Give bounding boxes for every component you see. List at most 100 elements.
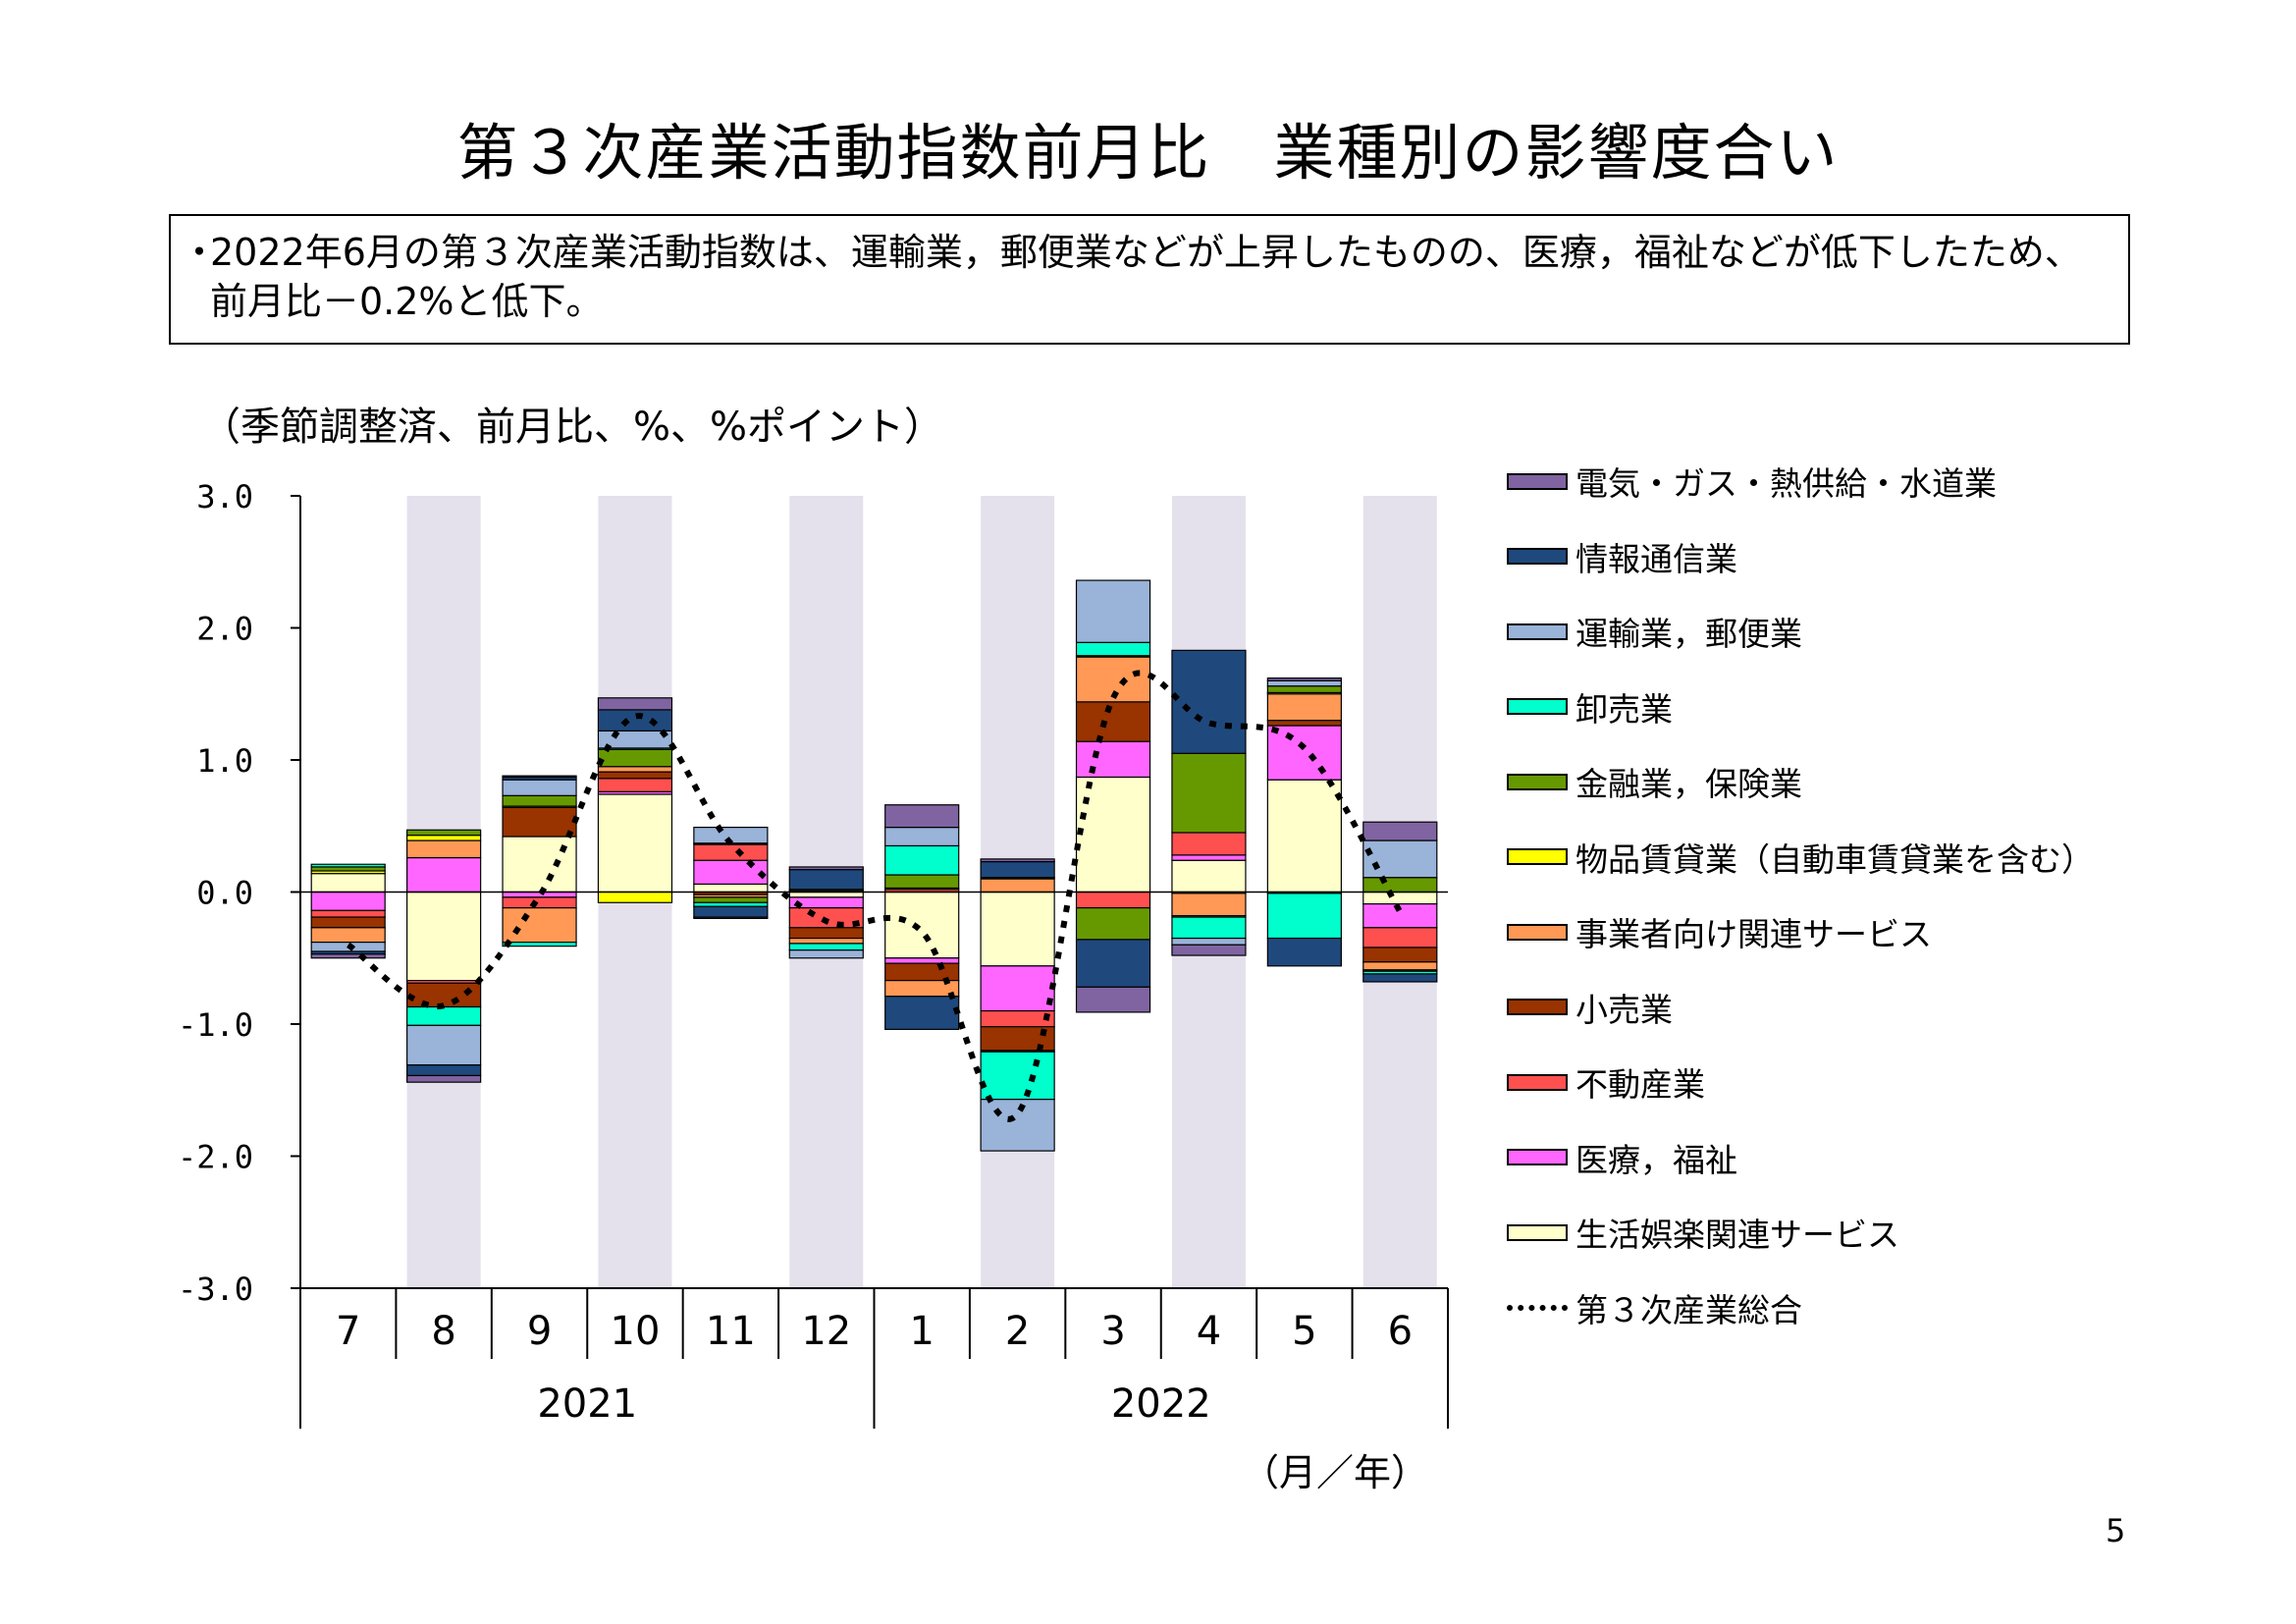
bar-segment bbox=[884, 996, 960, 1030]
y-tick-label: -1.0 bbox=[178, 1006, 253, 1044]
bar-segment bbox=[1362, 821, 1438, 841]
bar-segment bbox=[980, 858, 1055, 863]
bar-segment bbox=[502, 794, 577, 807]
bar-segment bbox=[1266, 779, 1342, 893]
legend-item: 不動産業 bbox=[1507, 1062, 1705, 1104]
summary-box: ・ 2022年6月の第３次産業活動指数は、運輸業，郵便業などが上昇したものの、医… bbox=[169, 214, 2130, 345]
bar-segment bbox=[597, 891, 673, 903]
bar-segment bbox=[1171, 944, 1247, 956]
bar-segment bbox=[1266, 720, 1342, 727]
bar-segment bbox=[310, 953, 386, 959]
bar-segment bbox=[310, 866, 386, 872]
bar-segment bbox=[1171, 859, 1247, 893]
year-label: 2021 bbox=[537, 1381, 637, 1427]
bar-segment bbox=[502, 775, 577, 779]
x-tick-label: 1 bbox=[909, 1309, 934, 1354]
y-tick-label: -3.0 bbox=[178, 1271, 253, 1308]
bar-segment bbox=[597, 766, 673, 773]
bar-segment bbox=[1075, 579, 1151, 643]
x-tick-label: 6 bbox=[1388, 1309, 1413, 1354]
year-label: 2022 bbox=[1111, 1381, 1211, 1427]
bar-segment bbox=[693, 859, 769, 886]
bar-segment bbox=[788, 907, 864, 929]
legend-label: 運輸業，郵便業 bbox=[1575, 615, 1802, 653]
bar-segment bbox=[1362, 877, 1438, 893]
bar-segment bbox=[1266, 685, 1342, 694]
y-tick-label: 1.0 bbox=[196, 742, 253, 780]
bar-segment bbox=[310, 916, 386, 929]
x-tick-label: 7 bbox=[336, 1309, 360, 1354]
legend-line-swatch bbox=[1507, 1304, 1568, 1311]
legend-swatch bbox=[1507, 548, 1568, 565]
bar-segment bbox=[310, 863, 386, 868]
y-tick-label: 2.0 bbox=[196, 611, 253, 648]
bar-segment bbox=[1171, 832, 1247, 856]
bar-segment bbox=[1075, 740, 1151, 779]
bar-segment bbox=[597, 778, 673, 792]
bar-segment bbox=[406, 891, 482, 982]
bar-segment bbox=[693, 843, 769, 861]
legend-item: 医療，福祉 bbox=[1507, 1138, 1737, 1179]
legend-swatch bbox=[1507, 698, 1568, 715]
bar-segment bbox=[884, 874, 960, 890]
bar-segment bbox=[1362, 891, 1438, 905]
bar-segment bbox=[788, 927, 864, 940]
bar-segment bbox=[1075, 907, 1151, 941]
bar-segment bbox=[310, 891, 386, 911]
x-axis-unit-label: （月／年） bbox=[1242, 1451, 1428, 1494]
legend-label: 不動産業 bbox=[1575, 1065, 1705, 1104]
bar-segment bbox=[980, 1099, 1055, 1152]
y-tick-label: 0.0 bbox=[196, 875, 253, 912]
legend-label: 第３次産業総合 bbox=[1575, 1290, 1802, 1329]
bar-segment bbox=[1075, 986, 1151, 1013]
bar-segment bbox=[310, 909, 386, 918]
x-tick-label: 9 bbox=[527, 1309, 552, 1354]
bar-segment bbox=[1266, 725, 1342, 781]
bar-segment bbox=[1075, 891, 1151, 909]
legend-label: 情報通信業 bbox=[1575, 539, 1737, 578]
legend-swatch bbox=[1507, 773, 1568, 790]
legend-item: 事業者向け関連サービス bbox=[1507, 912, 1932, 953]
bar-segment bbox=[502, 779, 577, 796]
legend-swatch bbox=[1507, 848, 1568, 865]
x-tick-label: 10 bbox=[611, 1309, 661, 1354]
x-tick-label: 4 bbox=[1197, 1309, 1221, 1354]
bar-segment bbox=[1362, 839, 1438, 879]
bar-segment bbox=[788, 891, 864, 898]
bar-segment bbox=[1075, 701, 1151, 742]
bar-segment bbox=[1171, 649, 1247, 754]
bar-segment bbox=[597, 709, 673, 732]
legend-label: 医療，福祉 bbox=[1575, 1140, 1737, 1179]
bar-segment bbox=[788, 949, 864, 959]
bar-segment bbox=[1171, 937, 1247, 946]
bar-segment bbox=[406, 835, 482, 841]
legend-label: 事業者向け関連サービス bbox=[1575, 915, 1932, 953]
legend-label: 電気・ガス・熱供給・水道業 bbox=[1575, 464, 1997, 503]
bar-segment bbox=[1266, 693, 1342, 722]
unit-label: （季節調整済、前月比、%、%ポイント） bbox=[201, 405, 944, 450]
bar-segment bbox=[980, 1051, 1055, 1101]
bar-segment bbox=[788, 943, 864, 951]
bar-segment bbox=[884, 804, 960, 829]
bar-segment bbox=[980, 860, 1055, 879]
legend-item: 物品賃貸業（自動車賃貸業を含む） bbox=[1507, 838, 2094, 879]
legend-item: 金融業，保険業 bbox=[1507, 762, 1802, 803]
legend-label: 卸売業 bbox=[1575, 689, 1673, 729]
bar-segment bbox=[788, 869, 864, 891]
bar-segment bbox=[693, 901, 769, 907]
legend-swatch bbox=[1507, 1149, 1568, 1165]
page-title: 第３次産業活動指数前月比 業種別の影響度合い bbox=[456, 117, 1840, 189]
bar-segment bbox=[406, 839, 482, 859]
legend-item: 運輸業，郵便業 bbox=[1507, 612, 1802, 653]
bar-segment bbox=[502, 806, 577, 838]
bar-segment bbox=[502, 836, 577, 893]
bar-segment bbox=[884, 891, 960, 959]
bar-segment bbox=[597, 697, 673, 711]
bar-segment bbox=[884, 826, 960, 847]
bar-segment bbox=[1362, 973, 1438, 983]
bar-segment bbox=[406, 1074, 482, 1083]
bar-segment bbox=[788, 937, 864, 945]
bar-segment bbox=[980, 891, 1055, 967]
bar-segment bbox=[1171, 893, 1247, 917]
legend-item: 第３次産業総合 bbox=[1507, 1288, 1802, 1329]
